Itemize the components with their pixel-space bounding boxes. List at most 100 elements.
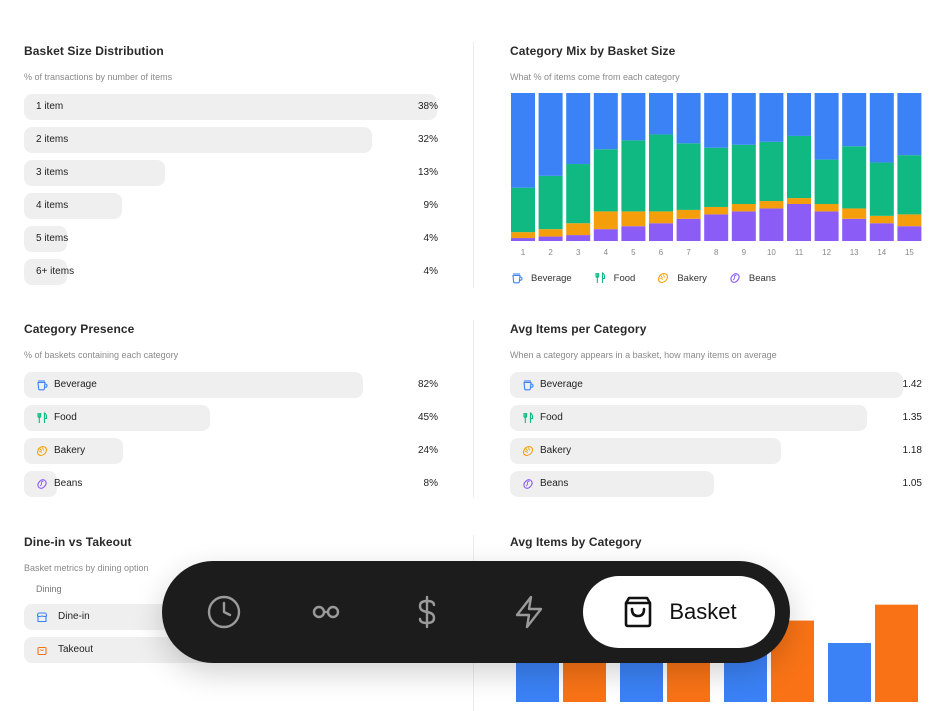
mix-segment-bakery xyxy=(897,214,922,227)
x-tick-label: 11 xyxy=(795,248,804,257)
row-bar xyxy=(24,160,165,186)
avg-bar-takeout xyxy=(875,604,918,702)
x-tick-label: 6 xyxy=(659,248,664,257)
category-presence-row: Beverage 82% xyxy=(24,372,438,398)
revenue-button[interactable] xyxy=(387,561,467,663)
legend-item-beverage: Beverage xyxy=(511,272,572,284)
avg-items-row: Beverage 1.42 xyxy=(510,372,922,398)
x-tick-label: 4 xyxy=(604,248,609,257)
dine-vs-takeout-panel: Dine-in vs Takeout Basket metrics by din… xyxy=(24,535,438,573)
mix-segment-beans xyxy=(649,223,673,241)
row-bar xyxy=(24,127,372,153)
mix-segment-bakery xyxy=(704,206,729,215)
mix-segment-food xyxy=(538,175,563,230)
category-mix-chart: 1 2 3 4 5 6 7 8 9 10 11 12 13 14 15 xyxy=(511,93,922,257)
basket-size-row: 5 items 4% xyxy=(24,226,438,252)
x-tick-label: 1 xyxy=(521,248,526,257)
activity-button[interactable] xyxy=(489,561,569,663)
panel-title: Dine-in vs Takeout xyxy=(24,535,132,549)
avg-items-row: Bakery 1.18 xyxy=(510,438,922,464)
mix-segment-beans xyxy=(566,235,591,241)
clock-icon xyxy=(207,595,241,629)
mix-segment-food xyxy=(869,162,894,216)
mix-segment-beverage xyxy=(676,93,701,144)
mix-segment-food xyxy=(593,149,618,212)
x-tick-label: 2 xyxy=(548,248,553,257)
history-button[interactable] xyxy=(184,561,264,663)
mix-segment-beverage xyxy=(538,93,563,176)
legend-label: Bakery xyxy=(677,272,707,284)
mix-segment-food xyxy=(649,134,673,212)
mix-segment-beans xyxy=(897,226,922,241)
croissant-icon xyxy=(522,445,534,457)
dollar-icon xyxy=(418,595,436,629)
panel-title: Avg Items by Category xyxy=(510,535,642,549)
mix-segment-beans xyxy=(842,218,867,241)
utensils-icon xyxy=(595,272,605,283)
basket-size-row: 3 items 13% xyxy=(24,160,438,186)
row-value: 45% xyxy=(417,412,438,423)
panel-subtitle: What % of items come from each category xyxy=(510,72,680,82)
panel-subtitle: Basket metrics by dining option xyxy=(24,563,149,573)
store-icon xyxy=(36,612,48,623)
mix-segment-beverage xyxy=(593,93,618,150)
bag-icon xyxy=(37,646,47,656)
mix-segment-beverage xyxy=(787,93,811,136)
row-value: 1.35 xyxy=(902,412,922,423)
cup-icon xyxy=(523,380,534,391)
dine-in-label: Dine-in xyxy=(58,611,90,622)
x-tick-label: 12 xyxy=(822,248,831,257)
mix-segment-beverage xyxy=(704,93,729,148)
bean-icon xyxy=(37,479,47,489)
category-mix-legend: Beverage Food Bakery Beans xyxy=(511,272,776,284)
row-label: Beverage xyxy=(540,379,583,390)
mix-segment-beverage xyxy=(869,93,894,163)
avg-items-per-category-panel: Avg Items per Category When a category a… xyxy=(510,322,924,360)
row-bar xyxy=(24,226,67,252)
category-mix-panel: Category Mix by Basket Size What % of it… xyxy=(510,44,924,82)
mix-segment-bakery xyxy=(676,209,701,219)
legend-item-bakery: Bakery xyxy=(657,272,707,284)
x-tick-label: 5 xyxy=(631,248,636,257)
mix-segment-beans xyxy=(814,211,839,241)
mix-segment-beans xyxy=(511,238,535,241)
mix-segment-beans xyxy=(787,204,811,241)
x-tick-label: 13 xyxy=(850,248,859,257)
lightning-icon xyxy=(515,595,543,629)
row-bar xyxy=(24,372,363,398)
row-label: 6+ items xyxy=(36,266,75,277)
mix-segment-bakery xyxy=(842,208,867,219)
row-value: 4% xyxy=(423,266,438,277)
mix-segment-food xyxy=(731,144,756,204)
basket-size-row: 6+ items 4% xyxy=(24,259,438,285)
mix-segment-bakery xyxy=(538,229,563,237)
mix-segment-beverage xyxy=(566,93,591,165)
row-label: Food xyxy=(540,412,563,423)
mix-segment-beverage xyxy=(731,93,756,145)
avg-items-row: Beans 1.05 xyxy=(510,471,922,497)
panel-title: Category Mix by Basket Size xyxy=(510,44,676,58)
basket-size-panel: Basket Size Distribution % of transactio… xyxy=(24,44,438,82)
bottom-navigation-dock: Basket xyxy=(162,561,790,663)
row-bar xyxy=(24,193,122,219)
pairings-button[interactable] xyxy=(286,561,366,663)
row-label: 4 items xyxy=(36,200,69,211)
mix-segment-beverage xyxy=(814,93,839,160)
row-label: 3 items xyxy=(36,167,69,178)
basket-tab-label: Basket xyxy=(669,599,737,624)
basket-tab-button[interactable]: Basket xyxy=(583,576,775,648)
row-value: 13% xyxy=(417,167,438,178)
legend-item-beans: Beans xyxy=(729,272,776,284)
mix-segment-food xyxy=(621,140,646,212)
panel-subtitle: % of baskets containing each category xyxy=(24,350,179,360)
panel-title: Avg Items per Category xyxy=(510,322,647,336)
panel-subtitle: When a category appears in a basket, how… xyxy=(510,350,777,360)
cup-icon xyxy=(37,380,48,391)
row-value: 24% xyxy=(417,445,438,456)
mix-segment-beans xyxy=(621,226,646,241)
basket-size-row: 1 item 38% xyxy=(24,94,438,120)
row-label: Bakery xyxy=(540,445,572,456)
mix-segment-beans xyxy=(869,223,894,241)
x-tick-label: 8 xyxy=(714,248,719,257)
category-presence-panel: Category Presence % of baskets containin… xyxy=(24,322,438,360)
